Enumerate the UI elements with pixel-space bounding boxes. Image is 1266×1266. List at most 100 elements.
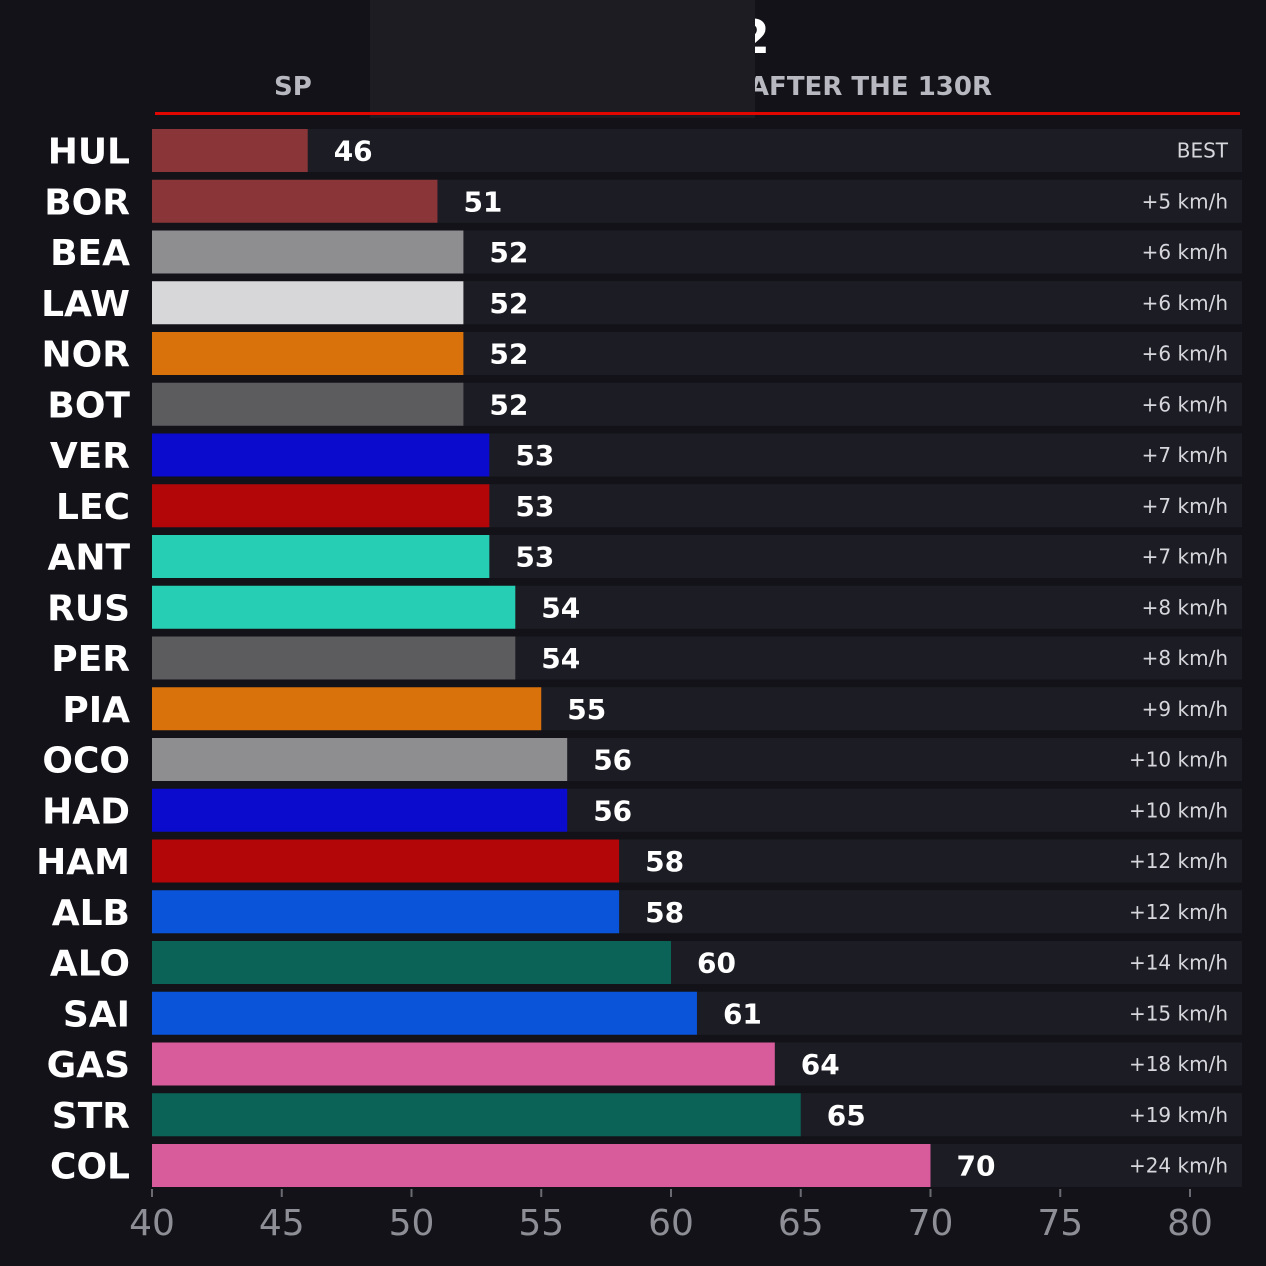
bar-row: ANT 53 +7 km/h (47, 535, 1242, 579)
x-tick-label: 70 (908, 1203, 954, 1244)
driver-label: LEC (56, 487, 130, 528)
bar-row: LEC 53 +7 km/h (56, 484, 1242, 528)
x-tick-label: 75 (1037, 1203, 1083, 1244)
bar (152, 230, 464, 274)
bar-row: GAS 64 +18 km/h (47, 1042, 1242, 1086)
gap-label: +6 km/h (1142, 342, 1228, 366)
x-tick-label: 60 (648, 1203, 694, 1244)
bar (152, 484, 490, 528)
gap-label: +19 km/h (1129, 1103, 1228, 1127)
chart-rows: HUL 46 BEST BOR 51 +5 km/h BEA 52 +6 km/h LAW 52 +6… (36, 129, 1242, 1188)
x-tick-label: 65 (778, 1203, 824, 1244)
bar (152, 890, 620, 934)
title-underline (155, 112, 1240, 115)
bar-row: STR 65 +19 km/h (52, 1093, 1242, 1137)
bar-row: SAI 61 +15 km/h (63, 991, 1242, 1035)
x-tick-label: 40 (129, 1203, 175, 1244)
gap-label: +24 km/h (1129, 1154, 1228, 1178)
driver-label: BOT (47, 385, 130, 426)
bar-row: LAW 52 +6 km/h (41, 281, 1242, 325)
driver-label: BOR (44, 182, 130, 223)
driver-label: NOR (42, 335, 130, 376)
driver-label: BEA (50, 233, 130, 274)
bar-row: PIA 55 +9 km/h (62, 687, 1242, 731)
bar-value-label: 51 (463, 185, 502, 218)
bar-value-label: 70 (957, 1150, 996, 1183)
bar (152, 991, 697, 1035)
bar-value-label: 56 (593, 744, 632, 777)
bar-row: HAM 58 +12 km/h (36, 839, 1242, 883)
x-tick-label: 55 (518, 1203, 564, 1244)
bar-value-label: 53 (515, 541, 554, 574)
gap-label: +6 km/h (1142, 291, 1228, 315)
gap-label: +8 km/h (1142, 595, 1228, 619)
bar-row: BOT 52 +6 km/h (47, 382, 1242, 426)
bar (152, 179, 438, 223)
bar (152, 433, 490, 477)
x-tick-label: 50 (389, 1203, 435, 1244)
bar (152, 636, 516, 680)
gap-label: +9 km/h (1142, 697, 1228, 721)
driver-label: ANT (47, 538, 130, 579)
bar-row: OCO 56 +10 km/h (42, 738, 1242, 782)
driver-label: COL (50, 1147, 130, 1188)
bar-value-label: 52 (489, 338, 528, 371)
gap-label: +10 km/h (1129, 748, 1228, 772)
bar (152, 1042, 775, 1086)
driver-label: LAW (41, 284, 130, 325)
bar (152, 788, 568, 832)
driver-label: ALB (52, 893, 130, 934)
bar (152, 129, 308, 172)
bar (152, 1144, 931, 1187)
driver-label: STR (52, 1096, 130, 1137)
bar-value-label: 61 (723, 997, 762, 1030)
bar-value-label: 56 (593, 794, 632, 827)
gap-label: +12 km/h (1129, 900, 1228, 924)
gap-label: BEST (1177, 139, 1229, 163)
bar-value-label: 52 (489, 287, 528, 320)
driver-label: RUS (47, 588, 130, 629)
bar-row: HAD 56 +10 km/h (42, 788, 1242, 832)
bar-row: BOR 51 +5 km/h (44, 179, 1242, 223)
x-tick-label: 80 (1167, 1203, 1213, 1244)
bar-value-label: 64 (801, 1048, 840, 1081)
bar (152, 535, 490, 578)
bar (152, 839, 620, 883)
driver-label: PIA (62, 690, 130, 731)
bar-value-label: 53 (515, 490, 554, 523)
driver-label: HAD (42, 791, 130, 832)
gap-label: +15 km/h (1129, 1001, 1228, 1025)
bar-value-label: 58 (645, 896, 684, 929)
bar-value-label: 52 (489, 388, 528, 421)
bar-value-label: 60 (697, 947, 736, 980)
bar-value-label: 54 (541, 642, 580, 675)
driver-label: PER (51, 639, 130, 680)
bar-value-label: 53 (515, 439, 554, 472)
bar-row: PER 54 +8 km/h (51, 636, 1242, 680)
gap-label: +8 km/h (1142, 646, 1228, 670)
gap-label: +6 km/h (1142, 392, 1228, 416)
bar (152, 941, 671, 984)
gap-label: +7 km/h (1142, 494, 1228, 518)
bar-row: ALB 58 +12 km/h (52, 890, 1242, 934)
obscured-title-region (370, 0, 755, 118)
bar-value-label: 52 (489, 236, 528, 269)
x-axis-ticks: 40 45 50 55 60 65 70 75 80 (129, 1189, 1213, 1244)
bar (152, 281, 464, 325)
gap-label: +7 km/h (1142, 545, 1228, 569)
bar-row: NOR 52 +6 km/h (42, 332, 1242, 376)
bar-row: ALO 60 +14 km/h (50, 941, 1242, 985)
bar-value-label: 46 (334, 135, 373, 168)
bar-value-label: 54 (541, 591, 580, 624)
bar (152, 738, 568, 781)
bar-row: VER 53 +7 km/h (50, 433, 1242, 477)
x-tick-label: 45 (259, 1203, 305, 1244)
gap-label: +12 km/h (1129, 849, 1228, 873)
driver-label: HAM (36, 842, 130, 883)
driver-label: GAS (47, 1045, 130, 1086)
bar (152, 382, 464, 426)
bar-value-label: 55 (567, 693, 606, 726)
bar-row: HUL 46 BEST (48, 129, 1242, 173)
bar (152, 585, 516, 629)
